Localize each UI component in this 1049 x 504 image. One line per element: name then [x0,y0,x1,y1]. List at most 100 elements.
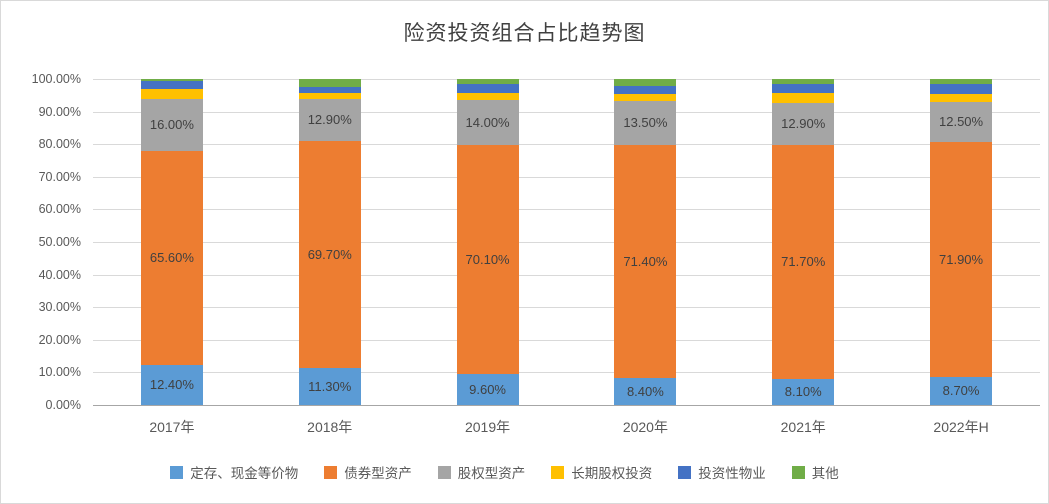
stacked-bar: 8.70% 71.90% 12.50% [930,79,993,405]
chart-title: 险资投资组合占比趋势图 [403,22,646,45]
bar-segment [930,83,993,94]
data-label: 9.60% [469,381,506,397]
gridline [93,79,1040,80]
bar-segment: 12.40% [140,364,203,405]
legend-item: 定存、现金等价物 [170,462,298,482]
bar-slot: 9.60% 70.10% 14.00% [409,79,567,405]
category-label: 2020年 [622,419,668,435]
legend-swatch [791,465,805,479]
bar-slot: 8.10% 71.70% 12.90% [724,79,882,405]
bar-segment [614,93,677,101]
bar-segment: 9.60% [456,373,519,405]
data-label: 8.70% [942,383,980,399]
data-label: 69.70% [307,247,352,263]
legend-label: 债券型资产 [344,466,412,481]
y-axis-tick-label: 20.00% [38,332,81,347]
bar-segment: 12.50% [930,101,993,143]
bar-segment [930,79,993,84]
bar-segment: 12.90% [298,98,361,141]
bar-segment [456,83,519,94]
data-label: 14.00% [465,114,510,130]
gridline [93,242,1040,243]
legend-item: 其他 [791,462,839,482]
bar-segment: 8.70% [930,376,993,405]
data-label: 12.90% [781,116,826,132]
category-label: 2017年 [149,419,195,435]
bar-segment [298,79,361,88]
legend-swatch [170,465,184,479]
legend-swatch [551,465,565,479]
bar-segment: 70.10% [456,145,519,374]
bar-slot: 8.40% 71.40% 13.50% [566,79,724,405]
stacked-bar: 9.60% 70.10% 14.00% [456,79,519,405]
y-axis-tick-label: 100.00% [31,72,81,86]
legend-label: 长期股权投资 [571,466,653,481]
bar-segment [456,79,519,84]
y-axis-tick-label: 80.00% [38,137,81,152]
bar-segment: 71.40% [614,144,677,378]
data-label: 16.00% [149,117,194,133]
stacked-bar: 11.30% 69.70% 12.90% [298,79,361,405]
y-axis-tick-label: 90.00% [38,104,81,119]
category-label: 2018年 [307,419,353,435]
legend-item: 债券型资产 [324,462,412,482]
y-axis-tick-label: 50.00% [38,235,81,249]
data-label: 65.60% [149,250,194,266]
x-axis-line [93,405,1040,406]
category-label: 2019年 [464,419,511,435]
bar-slot: 12.40% 65.60% 16.00% [93,79,251,405]
data-label: 12.90% [307,112,352,128]
legend-swatch [437,465,451,479]
y-axis-tick-label: 30.00% [38,300,81,315]
legend-label: 定存、现金等价物 [190,466,299,481]
y-axis-tick-label: 70.00% [38,169,81,184]
category-label: 2022年H [933,419,989,435]
legend-item: 股权型资产 [437,462,526,482]
y-axis: 100.00% 90.00% 80.00% 70.00% 60.00% 50.00% 40.… [1,72,87,412]
legend-item: 投资性物业 [678,462,766,482]
bar-segment: 8.10% [772,378,835,405]
gridline [93,144,1040,146]
data-label: 12.50% [939,114,984,130]
data-label: 11.30% [308,379,352,395]
bar-segment [772,93,835,103]
legend: 定存、现金等价物 债券型资产 股权型资产 长期股权投资 投资性物业 其他 [1,462,1008,482]
bar-segment [140,88,203,99]
bar-segment [614,85,677,94]
x-axis: 2017年 2018年 2019年 2020年 2021年 2022年H [93,417,1040,437]
bar-segment: 13.50% [614,100,677,145]
data-label: 70.10% [465,251,510,267]
bar-segment [772,79,835,84]
bar-segment: 11.30% [298,368,361,405]
gridline [93,372,1040,374]
bar-segment: 69.70% [298,140,361,369]
legend-label: 股权型资产 [457,466,526,481]
bar-segment: 14.00% [456,99,519,146]
legend-swatch [678,465,692,479]
gridline [93,307,1040,309]
bar-segment [298,87,361,94]
data-label: 71.70% [781,254,826,270]
y-axis-tick-label: 10.00% [38,365,81,380]
data-label: 8.40% [626,383,664,399]
bar-segment: 71.70% [772,144,835,379]
y-axis-tick-label: 0.00% [45,398,81,412]
stacked-bar: 12.40% 65.60% 16.00% [140,79,203,405]
bar-segment [140,79,203,81]
y-axis-tick-label: 40.00% [38,267,81,282]
stacked-bar: 8.10% 71.70% 12.90% [772,79,835,405]
gridline [93,274,1040,276]
bar-segment: 16.00% [140,98,203,151]
legend-item: 长期股权投资 [551,462,652,482]
plot-area: 12.40% 65.60% 16.00% 11.30% 69.70% 12.90% 9.60… [93,79,1040,406]
data-label: 8.10% [784,384,822,400]
bar-segment: 71.90% [930,142,993,377]
bar-slot: 8.70% 71.90% 12.50% [882,79,1040,405]
bar-segment: 12.90% [772,102,835,145]
data-label: 13.50% [623,115,668,131]
bar-segment: 65.60% [140,150,203,365]
bar-segment [456,93,519,100]
legend-label: 投资性物业 [698,466,766,481]
legend-label: 其他 [811,466,839,481]
